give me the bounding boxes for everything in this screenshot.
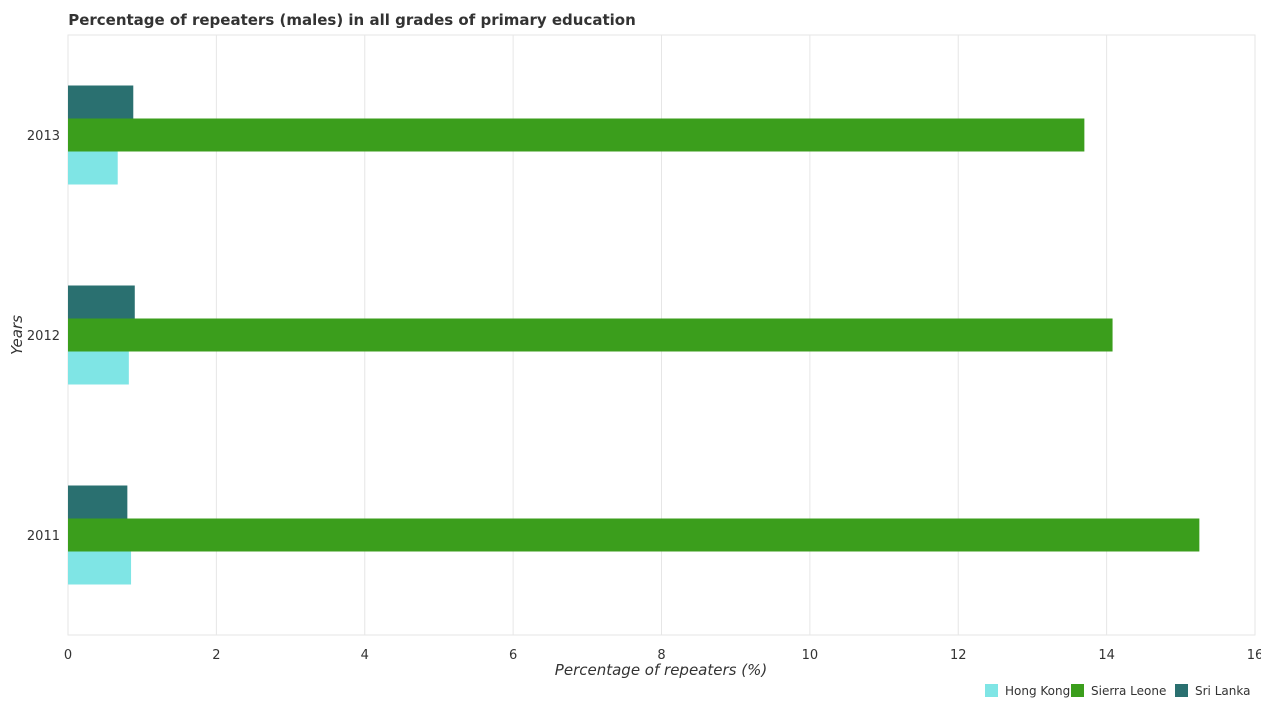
x-tick-label: 2 <box>212 648 220 663</box>
y-tick-labels: 2011 2012 2013 <box>27 129 60 544</box>
x-axis-label: Percentage of repeaters (%) <box>555 661 767 679</box>
bar-sri-lanka-2013 <box>68 85 134 119</box>
bar-hong-kong-2013 <box>68 151 118 185</box>
legend: Hong Kong Sierra Leone Sri Lanka <box>985 684 1250 698</box>
legend-swatch <box>1071 684 1084 697</box>
y-tick-label: 2012 <box>27 329 60 344</box>
bar-sierra-leone-2012 <box>68 318 1113 352</box>
x-tick-label: 10 <box>802 648 819 663</box>
bars <box>68 85 1200 585</box>
y-tick-label: 2013 <box>27 129 60 144</box>
x-tick-label: 0 <box>64 648 72 663</box>
x-tick-label: 4 <box>361 648 369 663</box>
x-tick-label: 12 <box>950 648 967 663</box>
chart-title: Percentage of repeaters (males) in all g… <box>68 11 636 29</box>
legend-label: Hong Kong <box>1005 684 1070 698</box>
legend-label: Sierra Leone <box>1091 684 1166 698</box>
legend-label: Sri Lanka <box>1195 684 1250 698</box>
x-tick-labels: 0 2 4 6 8 10 12 14 16 <box>64 648 1261 663</box>
bar-hong-kong-2012 <box>68 351 129 385</box>
x-tick-label: 16 <box>1247 648 1261 663</box>
legend-swatch <box>1175 684 1188 697</box>
y-axis-label: Years <box>8 315 26 355</box>
x-tick-label: 6 <box>509 648 517 663</box>
bar-sierra-leone-2013 <box>68 118 1085 152</box>
x-tick-label: 8 <box>657 648 665 663</box>
bar-sri-lanka-2011 <box>68 485 128 519</box>
bar-sierra-leone-2011 <box>68 518 1200 552</box>
y-tick-label: 2011 <box>27 529 60 544</box>
legend-swatch <box>985 684 998 697</box>
bar-sri-lanka-2012 <box>68 285 135 319</box>
x-tick-label: 14 <box>1098 648 1115 663</box>
bar-hong-kong-2011 <box>68 551 132 585</box>
